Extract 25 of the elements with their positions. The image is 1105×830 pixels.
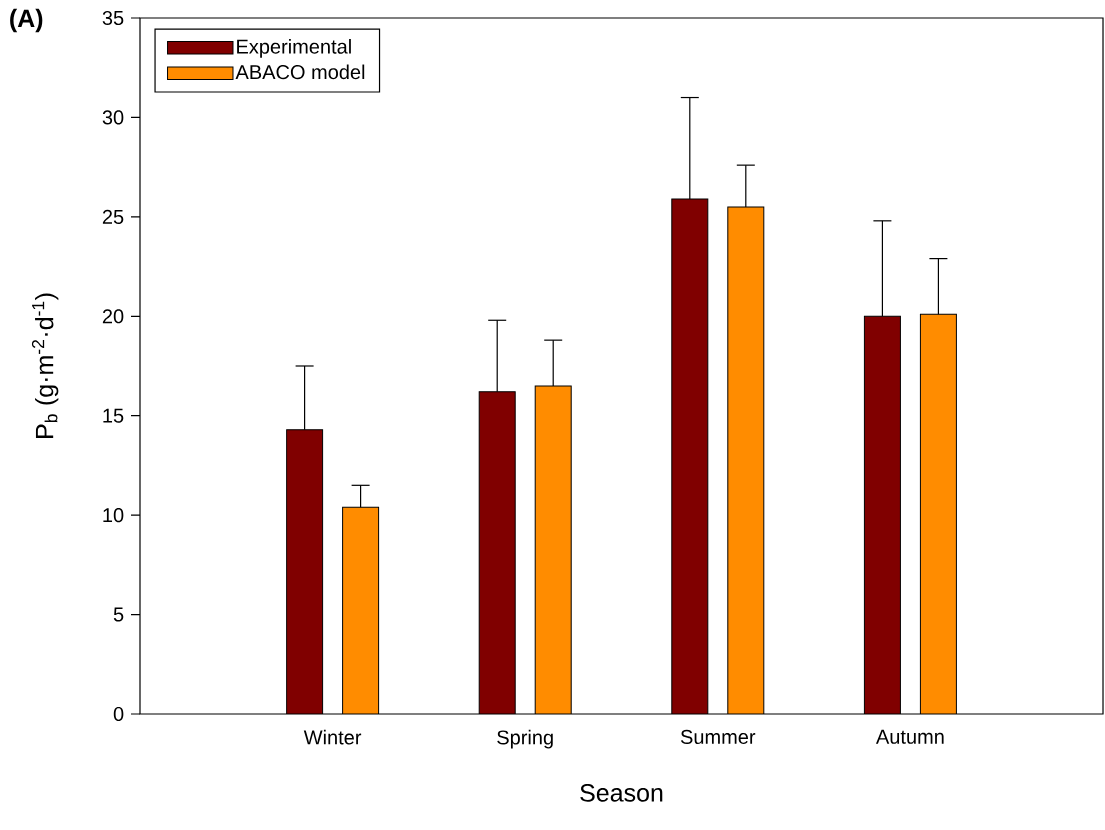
x-tick-label: Winter: [303, 729, 362, 745]
y-tick-label: 20: [102, 309, 124, 324]
bar: [342, 506, 380, 714]
y-tick-label: 0: [113, 706, 124, 722]
bar: [727, 206, 765, 714]
y-tick-label: 35: [102, 10, 124, 26]
bar: [286, 429, 324, 714]
legend-label: Experimental: [237, 39, 351, 58]
y-tick-label: 10: [103, 508, 124, 523]
y-tick-label: 5: [113, 607, 124, 622]
bar: [919, 313, 957, 714]
bar: [863, 315, 901, 714]
y-tick-label: 15: [103, 408, 124, 423]
y-axis-title: P$_{b}$ (g·m$^{-2}$·d$^{-1}$): [31, 293, 59, 438]
bar: [478, 391, 516, 714]
legend-label: ABACO model: [235, 64, 365, 80]
x-tick-label: Summer: [680, 729, 756, 745]
x-tick-label: Spring: [497, 729, 553, 749]
y-tick-label: 30: [102, 110, 124, 125]
x-axis-title: Season: [580, 784, 663, 802]
text: (A): [10, 8, 43, 33]
bar: [534, 385, 572, 714]
x-tick-label: Autumn: [875, 729, 944, 744]
bar: [671, 198, 709, 714]
y-tick-label: 25: [102, 209, 124, 224]
